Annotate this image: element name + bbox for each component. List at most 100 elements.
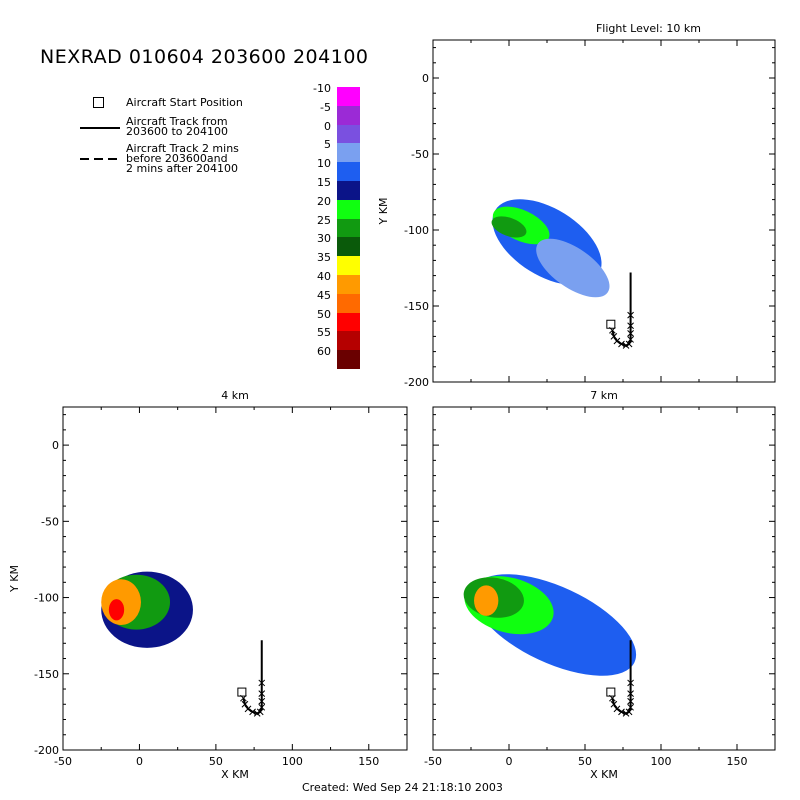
y-tick-label: -200	[34, 744, 59, 757]
colorbar-label: 55	[317, 326, 331, 340]
panel-title: 7 km	[590, 389, 618, 402]
aircraft-start-marker	[237, 687, 247, 697]
track-point-marker	[241, 700, 249, 708]
track-point-marker	[618, 340, 625, 348]
colorbar-label: 0	[324, 119, 331, 133]
colorbar-swatch	[337, 124, 360, 144]
x-tick-label: 150	[727, 755, 748, 768]
y-axis-label: Y KM	[8, 565, 21, 593]
x-axis-label: X KM	[590, 768, 618, 781]
plot-frame	[432, 406, 776, 751]
track-point-marker	[627, 679, 634, 687]
colorbar-swatch	[337, 312, 360, 332]
track-point-marker	[627, 697, 634, 705]
dashed-track-legend-line2: before 203600and	[126, 152, 228, 165]
colorbar-label: 50	[317, 307, 331, 321]
track-point-marker	[627, 330, 634, 337]
solid-track-legend-line1: Aircraft Track from	[126, 115, 228, 128]
echo-region	[491, 216, 527, 238]
colorbar-swatch	[337, 143, 360, 163]
x-tick-label: 100	[651, 755, 672, 768]
y-tick-label: 0	[52, 439, 59, 452]
radar-panel: -50 0 50 100 150 -200 -150 -100 -50 0 4 km X KM Y KM	[8, 389, 408, 781]
x-tick-label: 50	[578, 755, 592, 768]
track-point-marker	[627, 311, 634, 319]
colorbar-swatch	[337, 87, 360, 107]
y-tick-label: 0	[422, 72, 429, 85]
colorbar-swatch	[337, 237, 360, 257]
x-axis-label: X KM	[221, 768, 249, 781]
dashed-track-legend-line	[80, 158, 120, 160]
colorbar-label: 45	[317, 288, 331, 302]
colorbar-label: 35	[317, 251, 331, 265]
track-point-marker	[253, 710, 261, 717]
x-tick-label: 0	[136, 755, 143, 768]
track-point-marker	[258, 679, 266, 687]
colorbar-swatch	[337, 331, 360, 351]
track-point-marker	[613, 705, 621, 713]
y-tick-label: -150	[404, 300, 429, 313]
track-point-marker	[622, 342, 630, 349]
colorbar-swatch	[337, 275, 360, 295]
y-tick-label: -200	[404, 376, 429, 389]
colorbar-swatch	[337, 181, 360, 201]
track-point-marker	[258, 703, 266, 711]
aircraft-start-marker	[606, 319, 616, 329]
colorbar-label: 20	[317, 194, 331, 208]
colorbar-swatch	[337, 218, 360, 238]
plot-frame	[62, 406, 408, 751]
track-point-marker	[258, 690, 266, 697]
track-point-marker	[249, 708, 256, 716]
footer-created: Created: Wed Sep 24 21:18:10 2003	[302, 781, 503, 794]
solid-track-legend-line	[80, 127, 120, 129]
y-tick-label: -150	[34, 668, 59, 681]
track-point-marker	[258, 697, 266, 705]
dashed-track-legend-line3: 2 mins after 204100	[126, 162, 238, 175]
colorbar-label: 30	[317, 232, 331, 246]
panel-title: Flight Level: 10 km	[596, 22, 701, 35]
x-tick-label: 0	[506, 755, 513, 768]
track-point-marker	[627, 703, 634, 711]
radar-panel: -200 -150 -100 -50 0 Flight Level: 10 km Y KM	[377, 22, 776, 389]
track-point-marker	[627, 322, 634, 330]
colorbar-label: 10	[317, 157, 331, 171]
solid-track-legend-line2: 203600 to 204100	[126, 125, 229, 138]
track-point-marker	[613, 337, 621, 345]
echo-region	[108, 599, 125, 621]
colorbar-swatch	[337, 162, 360, 182]
track-point-marker	[622, 710, 630, 717]
x-tick-label: 150	[358, 755, 379, 768]
track-point-marker	[244, 705, 252, 713]
track-point-marker	[618, 708, 625, 716]
colorbar-swatch	[337, 199, 360, 220]
start-position-legend-label: Aircraft Start Position	[126, 96, 243, 109]
y-tick-label: -100	[34, 592, 59, 605]
colorbar-label: 60	[317, 345, 331, 359]
colorbar-swatch	[337, 105, 360, 126]
figure-title: NEXRAD 010604 203600 204100	[40, 46, 369, 68]
radar-panel: -50 0 50 100 150 7 km X KM	[424, 389, 776, 781]
track-point-marker	[610, 333, 618, 340]
echo-region	[474, 585, 499, 616]
dashed-track-legend-line1: Aircraft Track 2 mins	[126, 142, 239, 155]
x-tick-label: 100	[282, 755, 303, 768]
colorbar-label: -5	[320, 100, 331, 114]
colorbar-swatch	[337, 350, 360, 370]
echo-region	[536, 238, 610, 298]
colorbar-swatch	[337, 256, 360, 276]
start-position-legend-icon	[93, 97, 104, 108]
colorbar-swatch	[337, 293, 360, 314]
colorbar-label: 5	[324, 138, 331, 152]
x-tick-label: -50	[54, 755, 72, 768]
track-point-marker	[610, 700, 618, 708]
colorbar-label: 25	[317, 213, 331, 227]
track-point-marker	[627, 690, 634, 697]
aircraft-start-marker	[606, 687, 616, 697]
x-tick-label: 50	[209, 755, 223, 768]
colorbar-label: 15	[317, 176, 331, 189]
track-point-marker	[627, 336, 634, 343]
y-tick-label: -50	[41, 515, 59, 528]
y-axis-label: Y KM	[377, 198, 390, 226]
